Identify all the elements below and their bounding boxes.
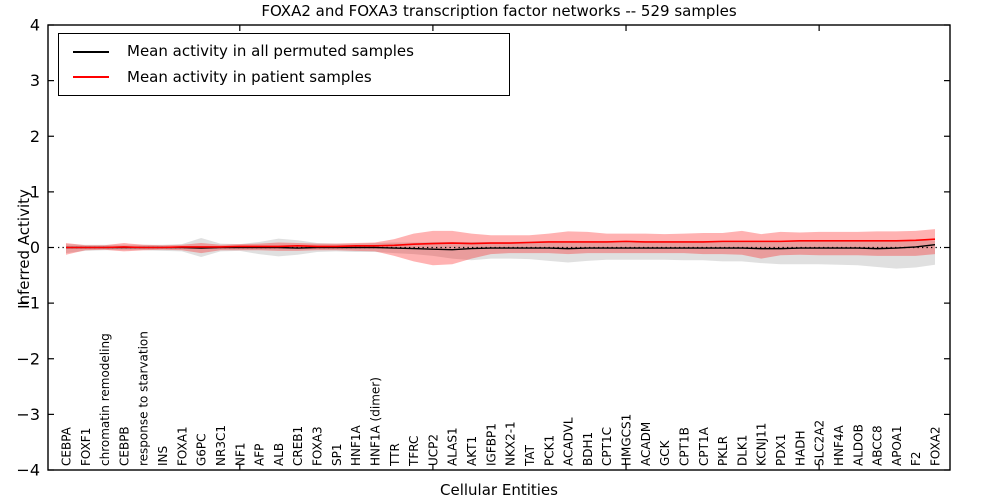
- x-category-label: AKT1: [465, 436, 479, 466]
- x-category-label: CEBPA: [60, 426, 74, 466]
- x-category-label: PDX1: [774, 434, 788, 466]
- x-category-label: FOXA3: [311, 426, 325, 466]
- x-category-label: GCK: [658, 439, 672, 466]
- x-category-label: CPT1A: [697, 426, 711, 466]
- x-category-label: APOA1: [890, 425, 904, 466]
- x-category-label: chromatin remodeling: [98, 333, 112, 466]
- x-category-label: IGFBP1: [484, 423, 498, 466]
- permuted-mean-line: [66, 244, 936, 251]
- x-category-label: KCNJ11: [755, 423, 769, 466]
- y-tick-label: 2: [30, 127, 40, 146]
- x-category-label: HNF4A: [832, 424, 846, 466]
- x-category-label: ALB: [272, 443, 286, 466]
- x-category-label: ALAS1: [446, 427, 460, 466]
- x-category-label: response to starvation: [137, 331, 151, 466]
- y-tick-label: −3: [16, 405, 40, 424]
- x-category-label: UCP2: [426, 434, 440, 466]
- y-tick-label: 0: [30, 238, 40, 257]
- x-category-label: F2: [909, 451, 923, 466]
- x-category-label: NR3C1: [214, 425, 228, 466]
- x-category-label: SLC2A2: [813, 420, 827, 466]
- patient-line-swatch: [73, 76, 109, 79]
- x-category-label: CEBPB: [117, 426, 131, 466]
- x-category-label: G6PC: [195, 433, 209, 466]
- x-category-label: HNF1A: [349, 424, 363, 466]
- x-category-label: FOXA1: [175, 426, 189, 466]
- x-category-label: TTR: [388, 443, 402, 467]
- legend-row-patient: Mean activity in patient samples: [73, 68, 509, 87]
- x-category-label: NKX2-1: [504, 421, 518, 466]
- y-tick-label: 3: [30, 71, 40, 90]
- legend: Mean activity in all permuted samples Me…: [58, 33, 510, 96]
- x-category-label: ABCC8: [871, 425, 885, 466]
- x-category-label: FOXA2: [929, 426, 943, 466]
- x-category-label: ACADVL: [562, 417, 576, 466]
- y-tick-label: 4: [30, 16, 40, 35]
- y-tick-label: −2: [16, 349, 40, 368]
- x-category-label: PCK1: [542, 435, 556, 466]
- patient-mean-line: [66, 238, 936, 249]
- x-category-label: HMGCS1: [620, 414, 634, 466]
- x-category-label: TFRC: [407, 436, 421, 467]
- x-category-label: PKLR: [716, 436, 730, 466]
- x-category-label: DLK1: [735, 435, 749, 466]
- x-category-label: BDH1: [581, 432, 595, 466]
- x-category-label: ALDOB: [851, 424, 865, 466]
- y-tick-label: 1: [30, 182, 40, 201]
- y-tick-label: −4: [16, 461, 40, 480]
- x-category-label: TAT: [523, 444, 537, 467]
- legend-row-permuted: Mean activity in all permuted samples: [73, 42, 509, 61]
- x-axis-label: Cellular Entities: [440, 481, 558, 499]
- x-category-label: CPT1C: [600, 427, 614, 466]
- x-category-label: INS: [156, 446, 170, 466]
- y-tick-label: −1: [16, 294, 40, 313]
- legend-label-patient: Mean activity in patient samples: [127, 68, 372, 86]
- x-category-label: NF1: [233, 442, 247, 466]
- x-category-label: SP1: [330, 444, 344, 467]
- x-category-label: ACADM: [639, 422, 653, 466]
- legend-label-permuted: Mean activity in all permuted samples: [127, 42, 414, 61]
- x-category-label: FOXF1: [79, 428, 93, 466]
- x-category-label: HADH: [793, 431, 807, 467]
- x-category-label: AFP: [253, 444, 267, 466]
- x-category-label: CREB1: [291, 426, 305, 466]
- permuted-line-swatch: [73, 50, 109, 53]
- x-category-label: HNF1A (dimer): [368, 377, 382, 466]
- patient-band: [66, 229, 935, 266]
- x-category-label: CPT1B: [677, 427, 691, 466]
- chart-title: FOXA2 and FOXA3 transcription factor net…: [261, 2, 737, 20]
